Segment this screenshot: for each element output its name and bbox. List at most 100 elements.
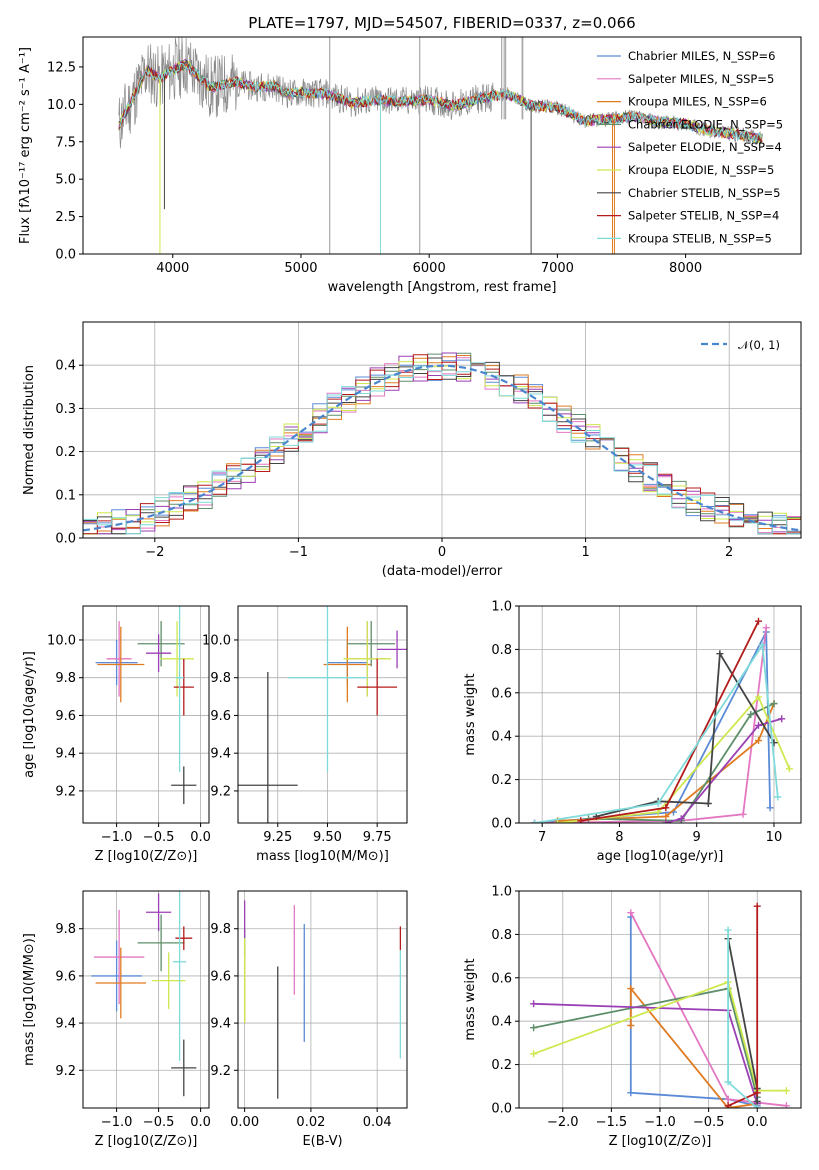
y-tick-label: 10.0 [47, 98, 76, 113]
massweight-vs-Z-plot-area [530, 902, 790, 1108]
x-tick-label: −1.5 [596, 1115, 628, 1130]
x-tick-label: −2 [145, 545, 164, 560]
axes-frame [82, 890, 210, 1109]
y-tick-label: 0.8 [491, 928, 512, 943]
y-tick-label: 10.0 [202, 633, 231, 648]
data-point-kroupa-stelib [531, 819, 538, 823]
x-tick-label: 9 [693, 830, 701, 845]
legend-label: Salpeter ELODIE, N_SSP=4 [628, 140, 782, 154]
data-point-kroupa-miles [627, 1022, 635, 1029]
model-line-chabrier-stelib [118, 59, 763, 145]
y-axis-label: mass weight [463, 958, 478, 1040]
y-axis-label: mass weight [463, 673, 478, 755]
y-tick-label: 9.8 [55, 671, 76, 686]
x-tick-label: −1.0 [101, 1115, 133, 1130]
y-tick-label: 0.2 [491, 1058, 512, 1073]
data-point-kroupa-stelib [654, 800, 662, 807]
axes-frame [518, 890, 802, 1109]
data-point-salpeter-elodie [677, 815, 685, 823]
series-line-salpeter-stelib [580, 620, 760, 822]
data-point-kroupa-stelib [724, 926, 732, 934]
data-point-kroupa-elodie [554, 819, 562, 823]
x-axis-label: mass [log10(M/M⊙)] [256, 849, 389, 864]
data-point-chabrier-elodie [770, 700, 778, 708]
data-point-salpeter-miles [724, 1095, 732, 1103]
x-tick-label: 4000 [156, 261, 189, 276]
data-point-kroupa-stelib [724, 1078, 732, 1086]
y-tick-label: 7.5 [55, 135, 76, 150]
x-tick-label: 7 [538, 830, 546, 845]
y-tick-label: 0.0 [491, 817, 512, 832]
y-tick-label: 9.2 [55, 1064, 76, 1079]
chart-title: PLATE=1797, MJD=54507, FIBERID=0337, z=0… [248, 14, 635, 32]
y-tick-label: 9.6 [210, 969, 231, 984]
data-point-kroupa-miles [662, 813, 670, 820]
legend-label: Chabrier MILES, N_SSP=6 [628, 49, 775, 63]
data-point-kroupa-elodie [785, 765, 793, 773]
y-tick-label: 9.8 [210, 922, 231, 937]
histogram-plot-area [83, 352, 801, 535]
data-point-kroupa-miles [755, 737, 762, 744]
data-point-kroupa-miles [627, 985, 635, 993]
y-tick-label: 0.8 [491, 643, 512, 658]
mass-vs-ebv-plot-area [243, 900, 402, 1099]
data-point-chabrier-miles [627, 1089, 635, 1097]
data-point-salpeter-stelib [577, 817, 585, 823]
y-tick-label: 9.4 [55, 747, 76, 762]
y-tick-label: 9.2 [55, 784, 76, 799]
data-point-salpeter-miles [782, 1102, 790, 1108]
mass-vs-Z-plot-area [91, 891, 197, 1097]
legend-label: Kroupa STELIB, N_SSP=5 [628, 231, 772, 245]
y-tick-label: 5.0 [55, 173, 76, 188]
series-line-chabrier-elodie [588, 702, 775, 822]
x-tick-label: −2.0 [547, 1115, 579, 1130]
data-point-salpeter-miles [762, 624, 770, 632]
y-tick-label: 0.1 [55, 488, 76, 503]
series-line-chabrier-miles [534, 631, 771, 823]
histogram-kroupa-stelib [83, 362, 801, 535]
x-axis-label: age [log10(age/yr)] [597, 849, 724, 864]
x-tick-label: 10 [766, 830, 783, 845]
axes-frame [82, 321, 802, 539]
y-tick-label: 9.4 [210, 747, 231, 762]
x-tick-label: 9.50 [313, 830, 342, 845]
y-tick-label: 0.6 [491, 971, 512, 986]
x-tick-label: 6000 [413, 261, 446, 276]
x-tick-label: 8000 [669, 261, 702, 276]
x-tick-label: 1 [581, 545, 589, 560]
y-tick-label: 2.5 [55, 210, 76, 225]
y-axis-label: Flux [fλ10⁻¹⁷ erg cm⁻² s⁻¹ A⁻¹] [18, 47, 33, 244]
x-tick-label: −0.5 [693, 1115, 725, 1130]
y-tick-label: 0.4 [491, 1015, 512, 1030]
y-tick-label: 0.0 [55, 532, 76, 547]
data-point-salpeter-elodie [662, 819, 670, 823]
x-tick-label: 2 [725, 545, 733, 560]
x-tick-label: 0.00 [230, 1115, 259, 1130]
y-tick-label: 0.4 [55, 359, 76, 374]
data-point-chabrier-miles [766, 804, 774, 812]
legend-label: Chabrier ELODIE, N_SSP=5 [628, 117, 783, 131]
data-point-salpeter-elodie [755, 721, 762, 729]
y-tick-label: 9.6 [55, 709, 76, 724]
observed-spectrum-line [118, 37, 763, 149]
axes-frame [237, 605, 408, 824]
y-tick-label: 9.4 [55, 1017, 76, 1032]
y-tick-label: 9.6 [210, 709, 231, 724]
series-line-chabrier-stelib [596, 650, 775, 818]
x-axis-label: Z [log10(Z/Z⊙)] [95, 849, 198, 864]
data-point-salpeter-elodie [778, 715, 786, 723]
axes-frame [518, 605, 802, 824]
x-tick-label: 0.0 [747, 1115, 768, 1130]
y-tick-label: 9.4 [210, 1017, 231, 1032]
y-tick-label: 1.0 [491, 885, 512, 900]
series-line-salpeter-miles [534, 627, 768, 823]
y-tick-label: 9.8 [55, 922, 76, 937]
axes-frame [82, 36, 802, 255]
x-tick-label: −0.5 [143, 1115, 175, 1130]
axes-frame [237, 890, 408, 1109]
x-tick-label: 0 [438, 545, 446, 560]
data-point-salpeter-stelib [724, 1102, 732, 1108]
x-tick-label: −0.5 [143, 830, 175, 845]
y-tick-label: 0.6 [491, 686, 512, 701]
